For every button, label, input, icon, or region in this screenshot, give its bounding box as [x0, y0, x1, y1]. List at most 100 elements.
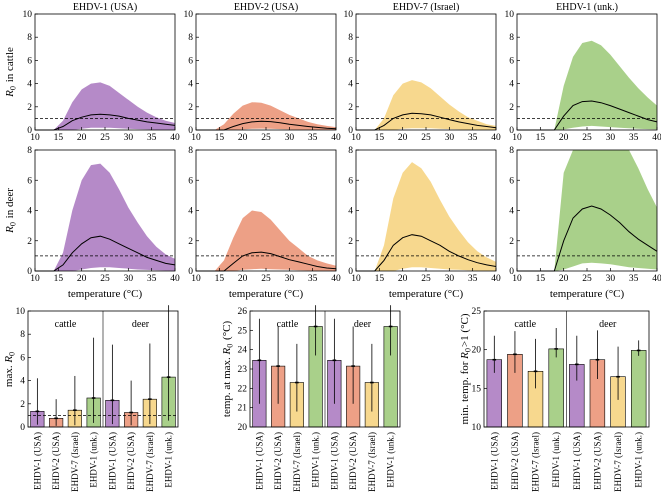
credible-band: [356, 162, 496, 271]
y-tick-label: 6: [27, 56, 32, 66]
y-tick-label: 2: [348, 237, 353, 247]
y-tick-label: 8: [27, 146, 32, 156]
group-label-deer: deer: [599, 319, 617, 330]
x-tick-label: 40: [652, 274, 661, 284]
group-label-deer: deer: [132, 319, 150, 330]
x-tick-label: 30: [124, 274, 134, 284]
x-axis-label: temperature (°C): [389, 288, 464, 300]
x-tick-label: 15: [375, 274, 385, 284]
row-1-ylabel: R0 in cattle: [4, 47, 18, 98]
x-tick-label: 25: [261, 274, 271, 284]
x-category-label: EHDV-1 (unk.): [164, 432, 174, 488]
x-category-label: EHDV-1 (unk.): [311, 432, 321, 488]
panel-title-3: EHDV-7 (Israel): [393, 2, 460, 13]
panel-title-1: EHDV-1 (USA): [73, 2, 137, 13]
x-tick-label: 10: [30, 133, 40, 143]
curve-panel-r2-c2: 10 15 20 25 30 35 40 0 2 4 6 8 temperature (°C): [188, 146, 341, 300]
x-category-label: EHDV-2 (USA): [510, 432, 520, 490]
curve-panel-r2-c3: 10 15 20 25 30 35 40 0 2 4 6 8 temperature (°C): [348, 146, 501, 300]
y-tick-label: 8: [509, 33, 514, 43]
bar-panel-1: cattle deer 0 2 4 6 8 10 max. R0 EHDV-1 (USA) EHD…: [3, 305, 179, 492]
x-tick-label: 35: [629, 133, 639, 143]
y-tick-label: 0: [348, 126, 353, 136]
y-tick-label: 4: [509, 80, 514, 90]
y-tick-label: 2: [509, 237, 514, 247]
x-tick-label: 20: [559, 274, 569, 284]
x-tick-label: 15: [375, 133, 385, 143]
x-tick-label: 10: [191, 274, 201, 284]
x-category-label: EHDV-1 (USA): [107, 432, 117, 490]
credible-band: [196, 102, 336, 130]
y-tick-label: 8: [188, 146, 193, 156]
y-axis-label: max. R0: [3, 351, 17, 387]
x-tick-label: 40: [331, 274, 341, 284]
x-tick-label: 20: [77, 274, 87, 284]
x-category-label: EHDV-1 (USA): [489, 432, 499, 490]
x-category-label: EHDV-7 (Israel): [531, 432, 541, 492]
x-tick-label: 20: [238, 274, 248, 284]
x-category-label: EHDV-7 (Israel): [613, 432, 623, 492]
x-tick-label: 30: [285, 274, 295, 284]
x-tick-label: 35: [629, 274, 639, 284]
x-tick-label: 25: [100, 133, 110, 143]
curve-panel-r1-c2: 10 15 20 25 30 35 40 0 2 4 6 8 10: [184, 10, 342, 143]
y-tick-label: 4: [27, 207, 32, 217]
x-tick-label: 10: [512, 133, 522, 143]
y-tick-label: 20: [238, 423, 248, 433]
x-tick-label: 15: [54, 274, 64, 284]
y-tick-label: 8: [20, 330, 25, 340]
x-category-label: EHDV-7 (Israel): [70, 432, 80, 492]
x-axis-label: temperature (°C): [68, 288, 143, 300]
x-tick-label: 20: [398, 133, 408, 143]
y-tick-label: 2: [509, 103, 514, 113]
x-category-label: EHDV-2 (USA): [51, 432, 61, 490]
credible-band: [196, 210, 336, 271]
y-tick-label: 2: [188, 103, 193, 113]
y-tick-label: 23: [238, 365, 248, 375]
credible-band: [517, 40, 657, 131]
y-tick-label: 4: [509, 207, 514, 217]
y-tick-label: 25: [238, 326, 248, 336]
row-2-ylabel: R0 in deer: [4, 188, 18, 234]
mean-curve: [35, 235, 176, 272]
y-tick-label: 10: [16, 307, 26, 317]
y-tick-label: 4: [188, 80, 193, 90]
x-tick-label: 20: [398, 274, 408, 284]
y-tick-label: 6: [188, 176, 193, 186]
x-tick-label: 25: [582, 274, 592, 284]
group-label-cattle: cattle: [55, 319, 77, 330]
x-category-label: EHDV-2 (USA): [592, 432, 602, 490]
x-tick-label: 35: [468, 274, 478, 284]
y-tick-label: 2: [188, 237, 193, 247]
y-tick-label: 2: [20, 400, 25, 410]
y-tick-label: 4: [348, 207, 353, 217]
y-tick-label: 4: [188, 207, 193, 217]
x-tick-label: 20: [77, 133, 87, 143]
group-label-cattle: cattle: [277, 319, 299, 330]
x-category-label: EHDV-1 (USA): [329, 432, 339, 490]
credible-band: [517, 150, 657, 271]
curve-panel-r1-c4: 10 15 20 25 30 35 40 0 2 4 6 8 10: [505, 10, 661, 143]
y-tick-label: 8: [348, 33, 353, 43]
x-tick-label: 35: [468, 133, 478, 143]
credible-band: [356, 80, 496, 130]
x-category-label: EHDV-1 (unk.): [634, 432, 644, 488]
x-category-label: EHDV-1 (unk.): [89, 432, 99, 488]
y-tick-label: 6: [509, 56, 514, 66]
x-category-label: EHDV-1 (USA): [572, 432, 582, 490]
y-tick-label: 0: [509, 126, 514, 136]
x-tick-label: 40: [652, 133, 661, 143]
curve-panel-r1-c3: 10 15 20 25 30 35 40 0 2 4 6 8 10: [344, 10, 502, 143]
y-tick-label: 8: [188, 33, 193, 43]
x-tick-label: 10: [351, 133, 361, 143]
y-tick-label: 6: [188, 56, 193, 66]
y-tick-label: 10: [505, 10, 515, 20]
y-tick-label: 0: [188, 267, 193, 277]
x-tick-label: 35: [147, 133, 157, 143]
y-tick-label: 2: [348, 103, 353, 113]
x-tick-label: 15: [536, 133, 546, 143]
y-tick-label: 2: [27, 103, 32, 113]
x-tick-label: 35: [308, 133, 318, 143]
